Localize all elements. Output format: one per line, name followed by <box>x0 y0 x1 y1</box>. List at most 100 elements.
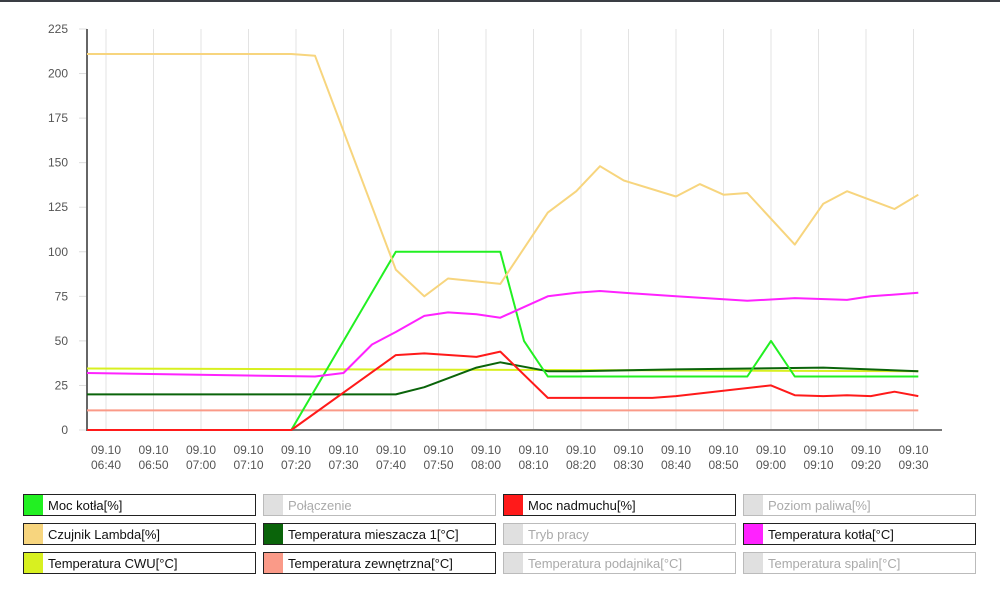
x-tick-label: 09.10 07:10 <box>233 443 263 472</box>
x-tick-time: 08:40 <box>661 458 691 472</box>
legend-item[interactable]: Połączenie <box>263 494 496 516</box>
legend-label: Połączenie <box>288 497 352 513</box>
x-tick-time: 08:30 <box>613 458 643 472</box>
x-tick-time: 09:30 <box>898 458 928 472</box>
x-tick-time: 08:50 <box>708 458 738 472</box>
legend-item[interactable]: Temperatura kotła[°C] <box>743 523 976 545</box>
x-tick-label: 09.10 07:20 <box>281 443 311 472</box>
y-tick-label: 0 <box>61 423 68 437</box>
x-tick-date: 09.10 <box>281 443 311 457</box>
legend-label: Moc nadmuchu[%] <box>528 497 636 513</box>
x-tick-date: 09.10 <box>851 443 881 457</box>
x-tick-time: 07:40 <box>376 458 406 472</box>
y-tick-label: 175 <box>48 111 68 125</box>
legend-swatch <box>504 524 523 544</box>
top-bar <box>0 0 1000 2</box>
legend-label: Temperatura mieszacza 1[°C] <box>288 526 459 542</box>
x-tick-label: 09.10 06:50 <box>138 443 168 472</box>
legend-swatch <box>504 553 523 573</box>
x-tick-label: 09.10 06:40 <box>91 443 121 472</box>
y-tick-label: 25 <box>55 378 69 392</box>
x-tick-time: 06:50 <box>138 458 168 472</box>
legend-swatch <box>24 495 43 515</box>
legend-label: Czujnik Lambda[%] <box>48 526 160 542</box>
legend-label: Tryb pracy <box>528 526 589 542</box>
x-tick-label: 09.10 07:40 <box>376 443 406 472</box>
legend-item[interactable]: Moc kotła[%] <box>23 494 256 516</box>
legend-item[interactable]: Temperatura podajnika[°C] <box>503 552 736 574</box>
legend-item[interactable]: Czujnik Lambda[%] <box>23 523 256 545</box>
x-tick-date: 09.10 <box>898 443 928 457</box>
legend-swatch <box>24 524 43 544</box>
y-tick-label: 225 <box>48 22 68 36</box>
legend-item[interactable]: Temperatura CWU[°C] <box>23 552 256 574</box>
x-tick-date: 09.10 <box>518 443 548 457</box>
x-tick-label: 09.10 09:20 <box>851 443 881 472</box>
legend-item[interactable]: Temperatura spalin[°C] <box>743 552 976 574</box>
legend-item[interactable]: Tryb pracy <box>503 523 736 545</box>
series-line-moc-kotła <box>87 250 919 431</box>
legend-item[interactable]: Temperatura zewnętrzna[°C] <box>263 552 496 574</box>
x-tick-date: 09.10 <box>328 443 358 457</box>
legend-item[interactable]: Moc nadmuchu[%] <box>503 494 736 516</box>
y-tick-label: 75 <box>55 289 69 303</box>
x-tick-label: 09.10 09:30 <box>898 443 928 472</box>
x-tick-label: 09.10 08:30 <box>613 443 643 472</box>
x-tick-label: 09.10 08:50 <box>708 443 738 472</box>
legend-label: Moc kotła[%] <box>48 497 123 513</box>
x-tick-date: 09.10 <box>376 443 406 457</box>
y-tick-label: 100 <box>48 245 68 259</box>
x-tick-time: 07:20 <box>281 458 311 472</box>
legend-swatch <box>504 495 523 515</box>
legend-swatch <box>744 495 763 515</box>
x-tick-label: 09.10 08:20 <box>566 443 596 472</box>
legend-item[interactable]: Poziom paliwa[%] <box>743 494 976 516</box>
legend-label: Temperatura spalin[°C] <box>768 555 901 571</box>
x-tick-label: 09.10 09:10 <box>803 443 833 472</box>
legend-swatch <box>264 495 283 515</box>
legend-label: Temperatura zewnętrzna[°C] <box>288 555 453 571</box>
x-tick-date: 09.10 <box>423 443 453 457</box>
x-tick-date: 09.10 <box>233 443 263 457</box>
legend-label: Temperatura kotła[°C] <box>768 526 894 542</box>
legend-label: Poziom paliwa[%] <box>768 497 871 513</box>
x-tick-time: 08:20 <box>566 458 596 472</box>
series-line-czujnik-lambda <box>87 53 919 298</box>
y-tick-label: 150 <box>48 156 68 170</box>
legend-label: Temperatura podajnika[°C] <box>528 555 683 571</box>
x-tick-label: 09.10 08:00 <box>471 443 501 472</box>
x-tick-time: 06:40 <box>91 458 121 472</box>
x-tick-time: 08:10 <box>518 458 548 472</box>
series-line-moc-nadmuchu <box>87 350 919 431</box>
legend-swatch <box>24 553 43 573</box>
x-tick-label: 09.10 07:00 <box>186 443 216 472</box>
y-tick-label: 125 <box>48 200 68 214</box>
x-tick-date: 09.10 <box>756 443 786 457</box>
x-tick-date: 09.10 <box>138 443 168 457</box>
x-tick-date: 09.10 <box>566 443 596 457</box>
legend-item[interactable]: Temperatura mieszacza 1[°C] <box>263 523 496 545</box>
series-line-temperatura-kotła-c <box>86 290 919 378</box>
x-tick-time: 07:50 <box>423 458 453 472</box>
x-tick-time: 07:10 <box>233 458 263 472</box>
x-tick-date: 09.10 <box>661 443 691 457</box>
series-line-temperatura-cwu-c <box>86 367 919 373</box>
x-tick-date: 09.10 <box>803 443 833 457</box>
x-tick-label: 09.10 07:30 <box>328 443 358 472</box>
x-tick-date: 09.10 <box>708 443 738 457</box>
legend-swatch <box>744 553 763 573</box>
x-tick-date: 09.10 <box>471 443 501 457</box>
y-tick-label: 50 <box>55 334 69 348</box>
x-tick-date: 09.10 <box>186 443 216 457</box>
series-line-temperatura-mieszacza-1-c <box>87 361 919 396</box>
x-tick-time: 09:00 <box>756 458 786 472</box>
x-tick-date: 09.10 <box>91 443 121 457</box>
legend-swatch <box>264 553 283 573</box>
x-tick-label: 09.10 09:00 <box>756 443 786 472</box>
x-tick-date: 09.10 <box>613 443 643 457</box>
legend-swatch <box>744 524 763 544</box>
x-tick-time: 09:10 <box>803 458 833 472</box>
x-tick-label: 09.10 08:40 <box>661 443 691 472</box>
x-tick-time: 07:00 <box>186 458 216 472</box>
